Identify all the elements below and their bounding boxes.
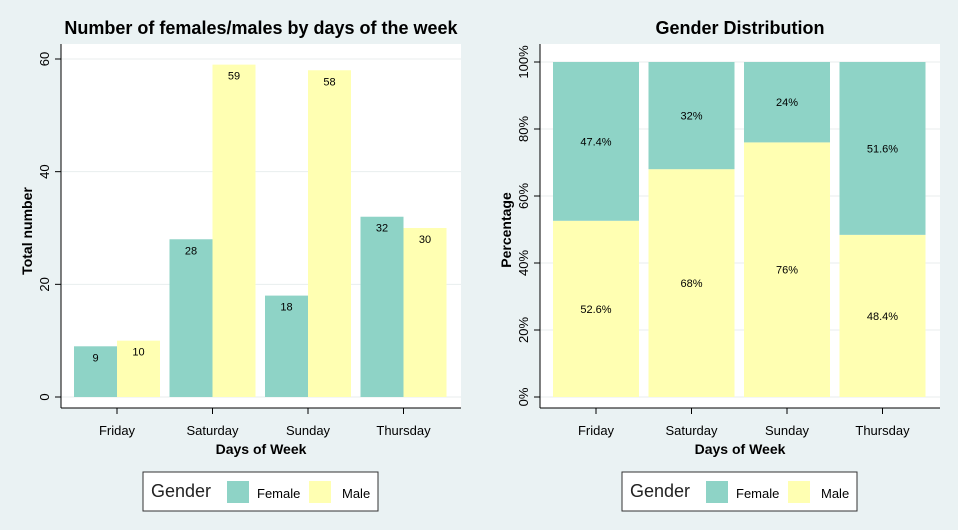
left-y-axis-title: Total number xyxy=(19,187,35,275)
left-chart-title: Number of females/males by days of the w… xyxy=(64,18,458,38)
left-bar-label-female-friday: 9 xyxy=(92,352,98,364)
right-legend-box xyxy=(621,471,858,512)
left-chart: Number of females/males by days of the w… xyxy=(19,18,461,457)
left-bar-label-male-sunday: 58 xyxy=(323,76,335,88)
left-x-tick-label-sunday: Sunday xyxy=(286,423,331,438)
left-legend-box xyxy=(142,471,379,512)
right-bar-label-female-sunday: 24% xyxy=(776,97,798,109)
right-y-tick-label: 0% xyxy=(516,387,531,406)
right-bar-female-friday xyxy=(553,62,639,221)
right-bar-label-male-friday: 52.6% xyxy=(580,304,611,316)
left-y-tick-label: 60 xyxy=(37,52,52,66)
left-legend-label-male: Male xyxy=(342,486,370,501)
left-legend-swatch-male xyxy=(309,481,331,503)
right-bar-male-thursday xyxy=(839,234,926,397)
right-bar-label-male-thursday: 48.4% xyxy=(867,311,898,323)
left-bar-male-thursday xyxy=(403,228,447,397)
right-y-tick-label: 60% xyxy=(516,183,531,209)
right-legend-swatch-female xyxy=(706,481,728,503)
right-x-tick-label-friday: Friday xyxy=(578,423,615,438)
left-y-tick-label: 0 xyxy=(37,393,52,400)
right-y-tick-label: 100% xyxy=(516,45,531,79)
right-x-axis-title: Days of Week xyxy=(695,441,786,457)
left-y-tick-label: 20 xyxy=(37,277,52,291)
right-bar-label-male-sunday: 76% xyxy=(776,265,798,277)
left-legend-swatch-female xyxy=(227,481,249,503)
left-y-tick-label: 40 xyxy=(37,164,52,178)
right-bar-label-female-thursday: 51.6% xyxy=(867,143,898,155)
right-bar-female-sunday xyxy=(744,62,830,143)
left-x-tick-label-friday: Friday xyxy=(99,423,136,438)
left-legend-label-female: Female xyxy=(257,486,300,501)
right-x-tick-label-thursday: Thursday xyxy=(855,423,910,438)
right-bar-female-thursday xyxy=(839,62,926,235)
left-x-axis-title: Days of Week xyxy=(216,441,307,457)
left-legend: Gender Female Male xyxy=(142,471,379,512)
left-bar-female-thursday xyxy=(360,216,404,397)
right-y-tick-label: 80% xyxy=(516,116,531,142)
left-x-tick-label-saturday: Saturday xyxy=(186,423,239,438)
right-x-tick-label-sunday: Sunday xyxy=(765,423,810,438)
left-bar-label-female-saturday: 28 xyxy=(185,245,197,257)
left-bar-female-sunday xyxy=(265,295,308,397)
right-y-axis-title: Percentage xyxy=(498,192,514,268)
left-bar-label-male-thursday: 30 xyxy=(419,234,431,246)
left-bar-label-female-sunday: 18 xyxy=(280,302,292,314)
left-bar-male-friday xyxy=(117,340,160,397)
left-bar-female-friday xyxy=(74,346,117,397)
right-legend-title: Gender xyxy=(630,481,690,501)
right-bar-male-friday xyxy=(553,220,639,397)
right-legend-label-female: Female xyxy=(736,486,779,501)
left-bar-label-female-thursday: 32 xyxy=(376,223,388,235)
left-x-tick-label-thursday: Thursday xyxy=(376,423,431,438)
right-bar-label-female-saturday: 32% xyxy=(680,111,702,123)
left-bar-label-male-friday: 10 xyxy=(132,347,144,359)
right-bar-male-saturday xyxy=(648,169,735,397)
right-bar-label-male-saturday: 68% xyxy=(680,278,702,290)
right-bar-female-saturday xyxy=(648,62,735,170)
right-y-tick-label: 20% xyxy=(516,317,531,343)
left-bar-male-saturday xyxy=(212,64,256,397)
right-bar-label-female-friday: 47.4% xyxy=(580,136,611,148)
right-x-tick-label-saturday: Saturday xyxy=(665,423,718,438)
right-chart-title: Gender Distribution xyxy=(655,18,824,38)
right-legend-label-male: Male xyxy=(821,486,849,501)
right-legend: Gender Female Male xyxy=(621,471,858,512)
right-bar-male-sunday xyxy=(744,142,830,397)
right-y-tick-label: 40% xyxy=(516,250,531,276)
left-bar-female-saturday xyxy=(169,239,213,397)
left-legend-title: Gender xyxy=(151,481,211,501)
right-legend-swatch-male xyxy=(788,481,810,503)
right-chart: Gender Distribution 52.6% 47.4% 68% 32% 76% 2… xyxy=(498,18,940,457)
left-bar-male-sunday xyxy=(308,70,351,398)
left-bar-label-male-saturday: 59 xyxy=(228,71,240,83)
